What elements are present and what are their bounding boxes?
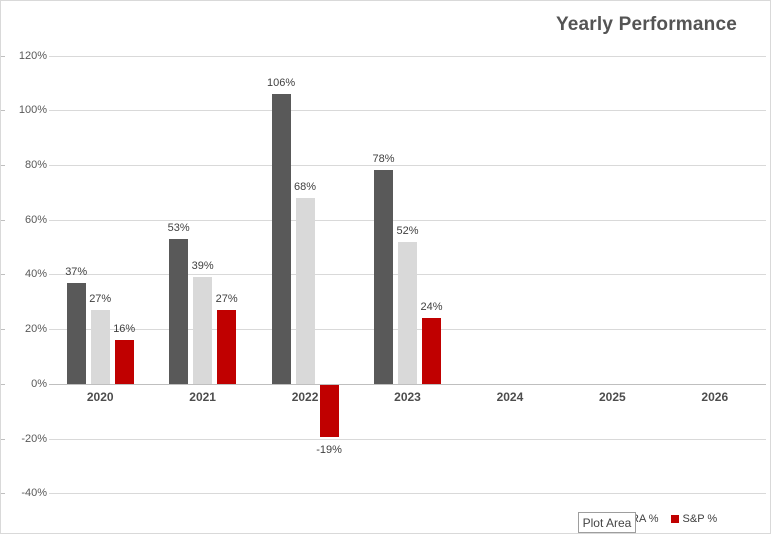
zero-axis-line — [49, 383, 766, 385]
gridline — [49, 438, 766, 440]
bar-2021-s3[interactable] — [217, 309, 237, 384]
axis-tick — [1, 55, 5, 57]
axis-tick — [1, 329, 5, 331]
x-axis-category-label: 2023 — [394, 390, 421, 404]
plot-area-tooltip-label: Plot Area — [582, 515, 632, 530]
data-label: 27% — [215, 292, 238, 305]
y-axis-tick-label: 120% — [18, 49, 47, 62]
data-label: 53% — [167, 221, 190, 234]
legend-item-sp[interactable]: S&P % — [670, 513, 718, 525]
gridline — [49, 55, 766, 57]
data-label: -19% — [316, 443, 342, 456]
y-axis-tick-label: 100% — [18, 104, 47, 117]
legend-item-ra[interactable]: RA % — [631, 513, 659, 525]
y-axis-tick-label: 80% — [24, 159, 47, 171]
bar-2023-s1[interactable] — [374, 170, 393, 384]
axis-tick — [1, 165, 5, 166]
axis-tick — [1, 438, 5, 440]
bar-2020-s2[interactable] — [90, 309, 110, 384]
x-axis-category-label: 2025 — [598, 390, 626, 404]
bar-2022-s1[interactable] — [271, 93, 291, 384]
y-axis-tick-label: -40% — [21, 487, 47, 500]
legend-label-sp: S&P % — [682, 513, 718, 525]
data-label: 16% — [113, 323, 136, 336]
chart-title: Yearly Performance — [555, 14, 737, 35]
data-label: 106% — [266, 76, 296, 89]
y-axis-tick-label: 40% — [24, 268, 47, 281]
data-label: 37% — [65, 265, 88, 278]
gridline — [49, 219, 766, 221]
data-label: 52% — [396, 224, 419, 237]
y-axis-tick-label: 20% — [24, 323, 47, 336]
bar-2020-s3[interactable] — [114, 340, 134, 384]
y-axis-tick-label: 60% — [24, 213, 47, 226]
legend-swatch-red — [670, 515, 679, 523]
x-axis-category-label: 2024 — [496, 390, 524, 404]
x-axis-category-label: 2026 — [701, 390, 729, 404]
data-label: 78% — [372, 153, 395, 166]
data-label: 27% — [89, 292, 112, 305]
data-label: 39% — [191, 260, 214, 273]
gridline — [49, 165, 766, 166]
bar-2023-s3[interactable] — [422, 318, 441, 384]
legend-label-ra: RA % — [631, 513, 659, 525]
data-label: 68% — [294, 180, 317, 193]
gridline — [49, 493, 766, 495]
y-axis-tick-label: -20% — [21, 432, 47, 445]
bar-2021-s2[interactable] — [193, 277, 213, 384]
bar-2022-s2[interactable] — [295, 197, 315, 384]
axis-tick — [1, 493, 5, 495]
bar-2022-s3[interactable] — [319, 384, 339, 437]
bar-2021-s1[interactable] — [169, 238, 189, 384]
gridline — [49, 110, 766, 112]
y-axis-tick-label: 0% — [31, 377, 47, 390]
chart-legend: RA % S&P % — [631, 513, 729, 525]
axis-tick — [1, 110, 5, 112]
x-axis-category-label: 2022 — [291, 390, 319, 404]
data-label: 24% — [420, 301, 443, 314]
axis-tick — [1, 274, 5, 276]
x-axis-category-label: 2020 — [86, 390, 114, 404]
axis-tick — [1, 383, 5, 385]
x-axis-category-label: 2021 — [189, 390, 216, 404]
bar-2023-s2[interactable] — [398, 241, 417, 384]
bar-2020-s1[interactable] — [66, 282, 86, 384]
axis-tick — [1, 219, 5, 221]
plot-area-tooltip: Plot Area — [578, 512, 636, 533]
